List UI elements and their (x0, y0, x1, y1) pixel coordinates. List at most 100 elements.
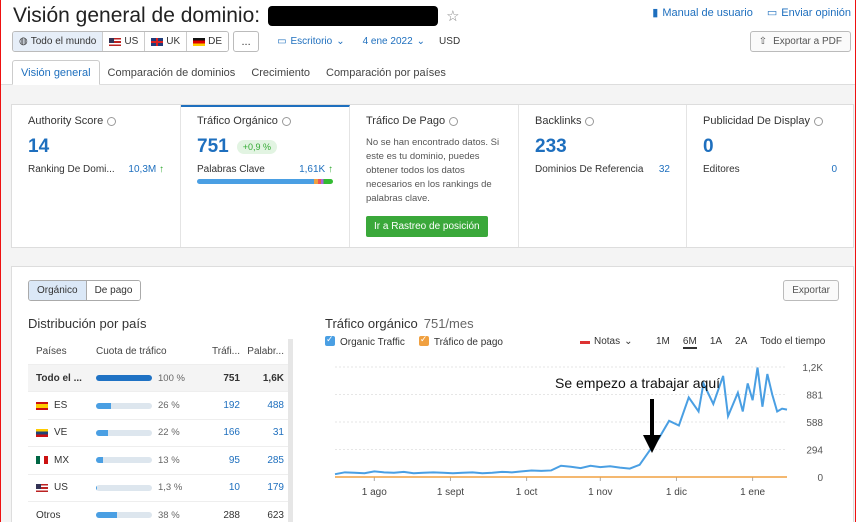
organic-traffic-chart-title: Tráfico orgánico 751/mes (325, 316, 474, 331)
country-name: ES (54, 400, 68, 412)
us-flag-icon (36, 483, 48, 492)
display-ads-value[interactable]: 0 (703, 136, 714, 157)
share-cell: 1,3 % (94, 482, 194, 493)
organic-traffic-number: 751 (197, 136, 229, 157)
device-select[interactable]: ▭ Escritorio ⌄ (277, 36, 345, 47)
arrow-up-icon: ↑ (159, 164, 164, 175)
table-row[interactable]: MX 13 % 95 285 (28, 447, 290, 475)
position-tracking-button[interactable]: Ir a Rastreo de posición (366, 216, 488, 237)
header-links: ▮ Manual de usuario ▭ Enviar opinión (652, 6, 851, 20)
traffic-cell[interactable]: 192 (223, 400, 240, 412)
range-1a[interactable]: 1A (709, 336, 723, 347)
table-row[interactable]: Otros 38 % 288 623 (28, 502, 290, 522)
region-worldwide[interactable]: ◍ Todo el mundo (13, 32, 104, 51)
x-tick-label: 1 ene (740, 487, 765, 498)
export-pdf-button[interactable]: ⇧ Exportar a PDF (749, 31, 851, 52)
paid-traffic-title-text: Tráfico De Pago (366, 115, 446, 127)
range-6m[interactable]: 6M (682, 336, 697, 349)
region-de-label: DE (208, 36, 223, 47)
traffic-cell[interactable]: 10 (228, 482, 240, 494)
keywords-cell[interactable]: 623 (267, 509, 284, 521)
chart-legend: Organic Traffic Tráfico de pago (325, 334, 503, 348)
keywords-value[interactable]: 1,61K (299, 164, 326, 175)
referring-domains-value[interactable]: 32 (658, 164, 670, 175)
range-2a[interactable]: 2A (735, 336, 748, 347)
region-uk-label: UK (166, 36, 181, 47)
page-header: Visión general de dominio: ☆ ▮ Manual de … (1, 0, 855, 85)
authority-score-card[interactable]: Authority Score 14 Ranking De Domi... 10,… (12, 105, 181, 247)
currency-label: USD (439, 36, 461, 47)
range-1m[interactable]: 1M (656, 336, 670, 347)
table-row[interactable]: VE 22 % 166 31 (28, 420, 290, 448)
header-countries[interactable]: Países (36, 346, 67, 357)
send-feedback-link[interactable]: ▭ Enviar opinión (767, 6, 851, 20)
table-row[interactable]: ES 26 % 192 488 (28, 392, 290, 420)
de-flag-icon (193, 37, 206, 46)
share-bar (96, 375, 152, 382)
share-bar-fill (96, 512, 118, 519)
notes-dropdown[interactable]: ▬ Notas ⌄ (580, 336, 633, 347)
header-keywords[interactable]: Palabr... (247, 346, 284, 357)
page-title: Visión general de dominio: (13, 4, 261, 27)
share-percent: 13 % (158, 454, 180, 466)
domain-rank-label: Ranking De Domi... (28, 164, 115, 175)
y-tick-label: 881 (806, 391, 823, 402)
organic-traffic-value[interactable]: 751 +0,9 % (197, 136, 333, 158)
authority-score-value[interactable]: 14 (28, 136, 50, 157)
country-name: VE (54, 427, 68, 439)
toggle-organic[interactable]: Orgánico (29, 281, 87, 300)
date-select[interactable]: 4 ene 2022 ⌄ (363, 36, 425, 47)
user-manual-link[interactable]: ▮ Manual de usuario (652, 6, 753, 20)
y-tick-label: 588 (806, 418, 823, 429)
domain-rank-row: Ranking De Domi... 10,3M ↑ (28, 164, 164, 175)
traffic-cell[interactable]: 95 (228, 454, 240, 466)
header-traffic[interactable]: Tráfi... (212, 346, 240, 357)
export-button[interactable]: Exportar (783, 280, 839, 301)
x-tick-label: 1 sept (437, 487, 464, 498)
backlinks-value[interactable]: 233 (535, 136, 567, 157)
date-label: 4 ene 2022 (362, 36, 413, 47)
keywords-cell[interactable]: 179 (267, 482, 284, 494)
organic-traffic-card[interactable]: Tráfico Orgánico 751 +0,9 % Palabras Clav… (181, 105, 350, 247)
header-traffic-share[interactable]: Cuota de tráfico (96, 346, 167, 357)
legend-paid[interactable]: Tráfico de pago (418, 334, 503, 348)
range-all-time[interactable]: Todo el tiempo (760, 336, 826, 347)
traffic-cell[interactable]: 166 (223, 427, 240, 439)
toggle-paid[interactable]: De pago (86, 281, 141, 300)
organic-traffic-title: Tráfico Orgánico (197, 115, 333, 127)
tab-overview[interactable]: Visión general (12, 60, 100, 85)
backlinks-title-text: Backlinks (535, 115, 582, 127)
keywords-distribution-bar (197, 179, 333, 184)
table-scrollbar[interactable] (288, 339, 293, 522)
keywords-cell[interactable]: 285 (267, 454, 284, 466)
organic-traffic-title-text: Tráfico Orgánico (197, 115, 278, 127)
legend-organic[interactable]: Organic Traffic (325, 334, 405, 348)
table-row[interactable]: US 1,3 % 10 179 (28, 475, 290, 502)
uk-flag-icon (151, 37, 164, 46)
organic-traffic-chart: 0 294 588 881 1,2K 1 ago 1 sept 1 oct 1 nov 1 dic… (334, 363, 823, 498)
domain-rank-value[interactable]: 10,3M (128, 164, 157, 175)
backlinks-card[interactable]: Backlinks 233 Dominios De Referencia 32 (519, 105, 687, 247)
checkbox-icon (325, 334, 335, 346)
keywords-cell[interactable]: 488 (267, 400, 284, 412)
keywords-cell[interactable]: 31 (272, 427, 284, 439)
backlinks-title: Backlinks (535, 115, 670, 127)
region-uk[interactable]: UK (145, 32, 188, 51)
share-bar (96, 484, 152, 491)
more-regions-button[interactable]: ... (233, 31, 260, 52)
display-ads-card[interactable]: Publicidad De Display 0 Editores 0 (687, 105, 853, 247)
publishers-value[interactable]: 0 (831, 164, 837, 175)
tab-growth[interactable]: Crecimiento (251, 66, 310, 79)
share-bar (96, 457, 152, 464)
chevron-down-icon: ⌄ (416, 36, 426, 47)
traffic-cell[interactable]: 288 (223, 509, 240, 521)
star-icon[interactable]: ☆ (446, 8, 460, 25)
ve-flag-icon (36, 428, 48, 437)
region-us[interactable]: US (103, 32, 146, 51)
tab-domain-comparison[interactable]: Comparación de dominios (107, 66, 236, 79)
share-cell: 38 % (94, 510, 194, 521)
series-line-organic (334, 367, 788, 476)
region-de[interactable]: DE (187, 32, 229, 51)
tab-country-comparison[interactable]: Comparación por países (326, 66, 446, 79)
table-row[interactable]: Todo el ... 100 % 751 1,6K (28, 365, 290, 393)
